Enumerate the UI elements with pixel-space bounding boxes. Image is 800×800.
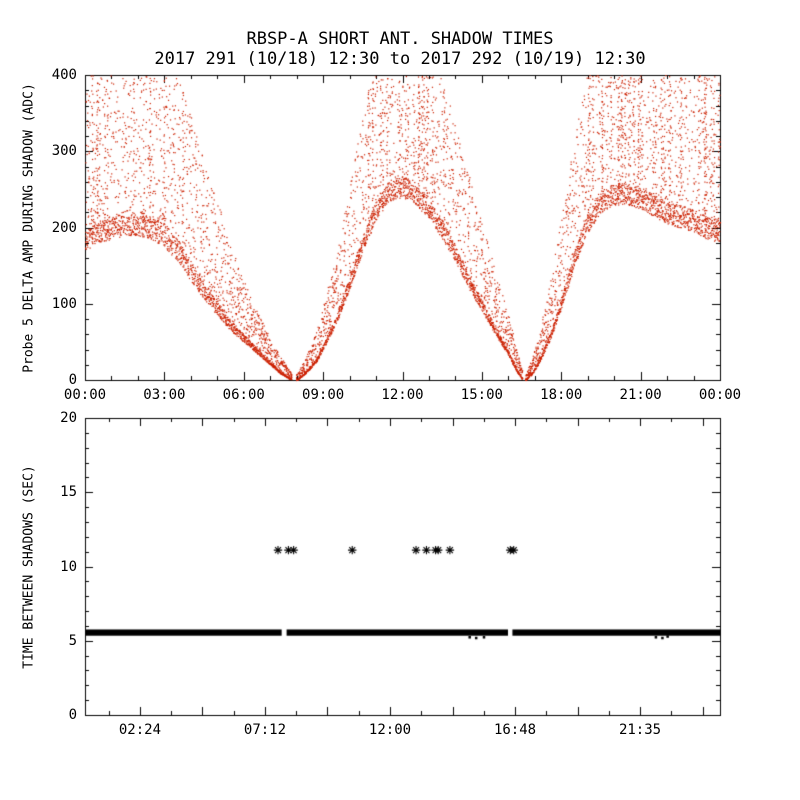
y-tick-label: 10	[60, 558, 77, 575]
chart-subtitle: 2017 291 (10/18) 12:30 to 2017 292 (10/1…	[154, 49, 646, 69]
x-tick-label: 16:48	[493, 722, 537, 738]
x-tick-label: 21:35	[618, 722, 662, 738]
y-tick-label: 400	[51, 67, 77, 83]
x-tick-label: 00:00	[698, 387, 742, 403]
x-tick-label: 15:00	[460, 387, 503, 403]
y-tick-label: 0	[68, 707, 77, 723]
y-tick-label: 300	[51, 143, 77, 160]
x-tick-label: 07:12	[243, 722, 287, 738]
x-tick-label: 12:00	[381, 387, 424, 403]
y-tick-label: 20	[60, 410, 77, 426]
y-tick-label: 0	[68, 372, 77, 388]
chart-title: RBSP-A SHORT ANT. SHADOW TIMES	[246, 29, 554, 49]
x-tick-label: 03:00	[143, 387, 186, 403]
x-tick-label: 00:00	[63, 387, 107, 403]
x-tick-label: 09:00	[302, 387, 345, 403]
x-tick-label: 06:00	[222, 387, 265, 403]
y-tick-label: 200	[51, 219, 77, 236]
y-tick-label: 100	[51, 295, 77, 312]
x-tick-label: 12:00	[368, 722, 412, 738]
x-tick-label: 21:00	[619, 387, 662, 403]
x-tick-label: 18:00	[540, 387, 583, 403]
y-tick-label: 5	[68, 632, 77, 649]
x-tick-label: 02:24	[118, 722, 162, 738]
y-tick-label: 15	[60, 484, 77, 501]
